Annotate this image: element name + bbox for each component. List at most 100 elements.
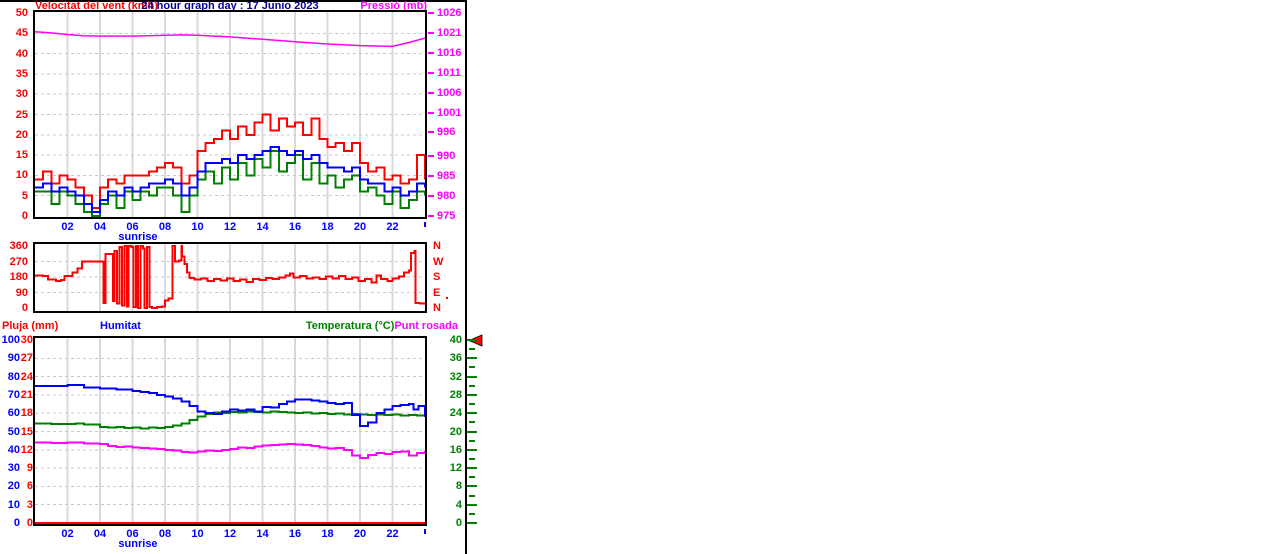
wind-axis-tick: 5 — [21, 189, 28, 202]
pressure-tick-mark — [428, 195, 434, 198]
wind-axis-tick: 15 — [15, 149, 28, 162]
temperature-tick-mark — [467, 357, 477, 360]
humidity-axis-tick: 90 — [7, 352, 20, 365]
pressure-tick-mark — [428, 111, 434, 114]
temperature-minor-tick — [469, 348, 475, 351]
sunrise-label-top: sunrise — [118, 231, 158, 243]
temperature-axis-tick: 4 — [455, 498, 462, 511]
pressure-axis-tick: 1001 — [437, 106, 462, 119]
temperature-axis-tick: 24 — [449, 407, 462, 420]
humidity-axis-tick: 50 — [7, 425, 20, 438]
wind-axis-tick: 45 — [15, 27, 28, 40]
rain-axis-tick: 0 — [26, 517, 33, 529]
humidity-axis-tick: 100 — [1, 334, 20, 346]
temperature-line — [35, 410, 425, 430]
temperature-tick-mark — [467, 485, 477, 488]
humidity-axis-tick: 10 — [7, 498, 20, 511]
temperature-minor-tick — [469, 421, 475, 424]
rain-axis-tick: 6 — [26, 480, 33, 493]
rain-axis-tick: 30 — [20, 334, 33, 346]
humidity-line — [35, 383, 425, 427]
direction-axis-tick: 90 — [15, 286, 28, 299]
wind-axis-tick: 10 — [15, 169, 28, 182]
pressure-tick-mark — [428, 31, 434, 34]
wind-axis-tick: 20 — [15, 128, 28, 141]
sunrise-label-bottom: sunrise — [118, 538, 158, 550]
temperature-minor-tick — [469, 512, 475, 515]
pressure-tick-mark — [428, 215, 434, 217]
compass-axis-tick: N — [433, 240, 441, 252]
pressure-axis-tick: 1006 — [437, 86, 462, 99]
compass-axis-tick: E — [433, 286, 441, 299]
pressure-tick-mark — [428, 12, 434, 14]
rain-axis-tick: 15 — [20, 425, 33, 438]
humidity-axis-tick: 30 — [7, 462, 20, 475]
wind-axis-tick: 0 — [21, 210, 28, 222]
time-axis-tick: 06 — [126, 221, 139, 233]
temperature-axis-tick: 12 — [449, 462, 462, 475]
wind-average-line — [35, 146, 425, 213]
time-axis-tick: 12 — [223, 528, 237, 540]
time-axis-tick: 22 — [386, 221, 399, 233]
pressure-tick-mark — [428, 91, 434, 94]
time-axis-tick: 14 — [256, 221, 269, 233]
rain-axis-title: Pluja (mm) — [2, 320, 59, 332]
pressure-axis-tick: 1016 — [437, 46, 462, 59]
time-axis-tick: 22 — [386, 528, 399, 540]
wind-axis-tick: 35 — [15, 67, 28, 80]
wind-axis-title: Velocitat del vent (kmh) — [35, 0, 158, 12]
compass-axis-tick: N — [433, 302, 441, 314]
pressure-tick-mark — [428, 71, 434, 74]
temperature-tick-mark — [467, 375, 477, 378]
temperature-axis-tick: 36 — [449, 352, 462, 365]
pressure-axis-tick: 985 — [437, 170, 456, 183]
temperature-axis-tick: 28 — [449, 388, 462, 401]
wind-speed-line — [35, 150, 425, 217]
rain-axis-tick: 3 — [26, 498, 33, 511]
pressure-axis-tick: 1011 — [437, 66, 461, 79]
wind-axis-tick: 50 — [15, 7, 28, 19]
temperature-minor-tick — [469, 366, 475, 369]
pressure-tick-mark — [428, 131, 434, 134]
pressure-axis-tick: 996 — [437, 126, 456, 139]
rain-axis-tick: 27 — [20, 352, 33, 365]
time-axis-tick: 12 — [223, 221, 237, 233]
temperature-axis-tick: 16 — [449, 443, 462, 456]
time-axis-tick: 04 — [93, 528, 107, 540]
temperature-tick-mark — [467, 522, 477, 524]
pressure-tick-mark — [428, 51, 434, 54]
temperature-axis-title: Temperatura (°C) — [305, 320, 395, 332]
time-axis-tick: 10 — [191, 221, 204, 233]
temperature-minor-tick — [469, 403, 475, 406]
pressure-tick-mark — [428, 175, 434, 178]
temp-dew-titles: Temperatura (°C)Punt rosada — [100, 320, 458, 332]
temperature-axis-tick: 8 — [455, 480, 462, 493]
temperature-tick-mark — [467, 339, 477, 341]
temperature-minor-tick — [469, 439, 475, 442]
temperature-tick-mark — [467, 412, 477, 415]
time-axis-tick: 04 — [93, 221, 107, 233]
wind-pressure-plot — [33, 10, 427, 219]
time-axis-tick: 16 — [288, 221, 302, 233]
direction-axis-tick: 0 — [21, 302, 28, 314]
humidity-axis-tick: 80 — [7, 370, 20, 383]
midnight-tick-top — [424, 222, 426, 227]
direction-axis-tick: 360 — [9, 240, 28, 252]
pressure-axis-tick: 990 — [437, 150, 456, 163]
time-axis-tick: 10 — [191, 528, 204, 540]
direction-axis-dot — [446, 297, 448, 299]
temperature-axis-tick: 40 — [449, 334, 462, 346]
humidity-temperature-plot — [33, 336, 427, 526]
humidity-axis-tick: 0 — [13, 517, 20, 529]
time-axis-tick: 18 — [321, 221, 334, 233]
right-divider-line — [465, 0, 467, 554]
wind-axis-tick: 25 — [15, 108, 28, 121]
humidity-axis-tick: 20 — [7, 480, 20, 493]
temperature-minor-tick — [469, 457, 475, 460]
time-axis-tick: 06 — [126, 528, 139, 540]
temperature-minor-tick — [469, 494, 475, 497]
temperature-tick-mark — [467, 448, 477, 451]
rain-axis-tick: 21 — [20, 388, 33, 401]
compass-axis-tick: S — [433, 271, 441, 283]
